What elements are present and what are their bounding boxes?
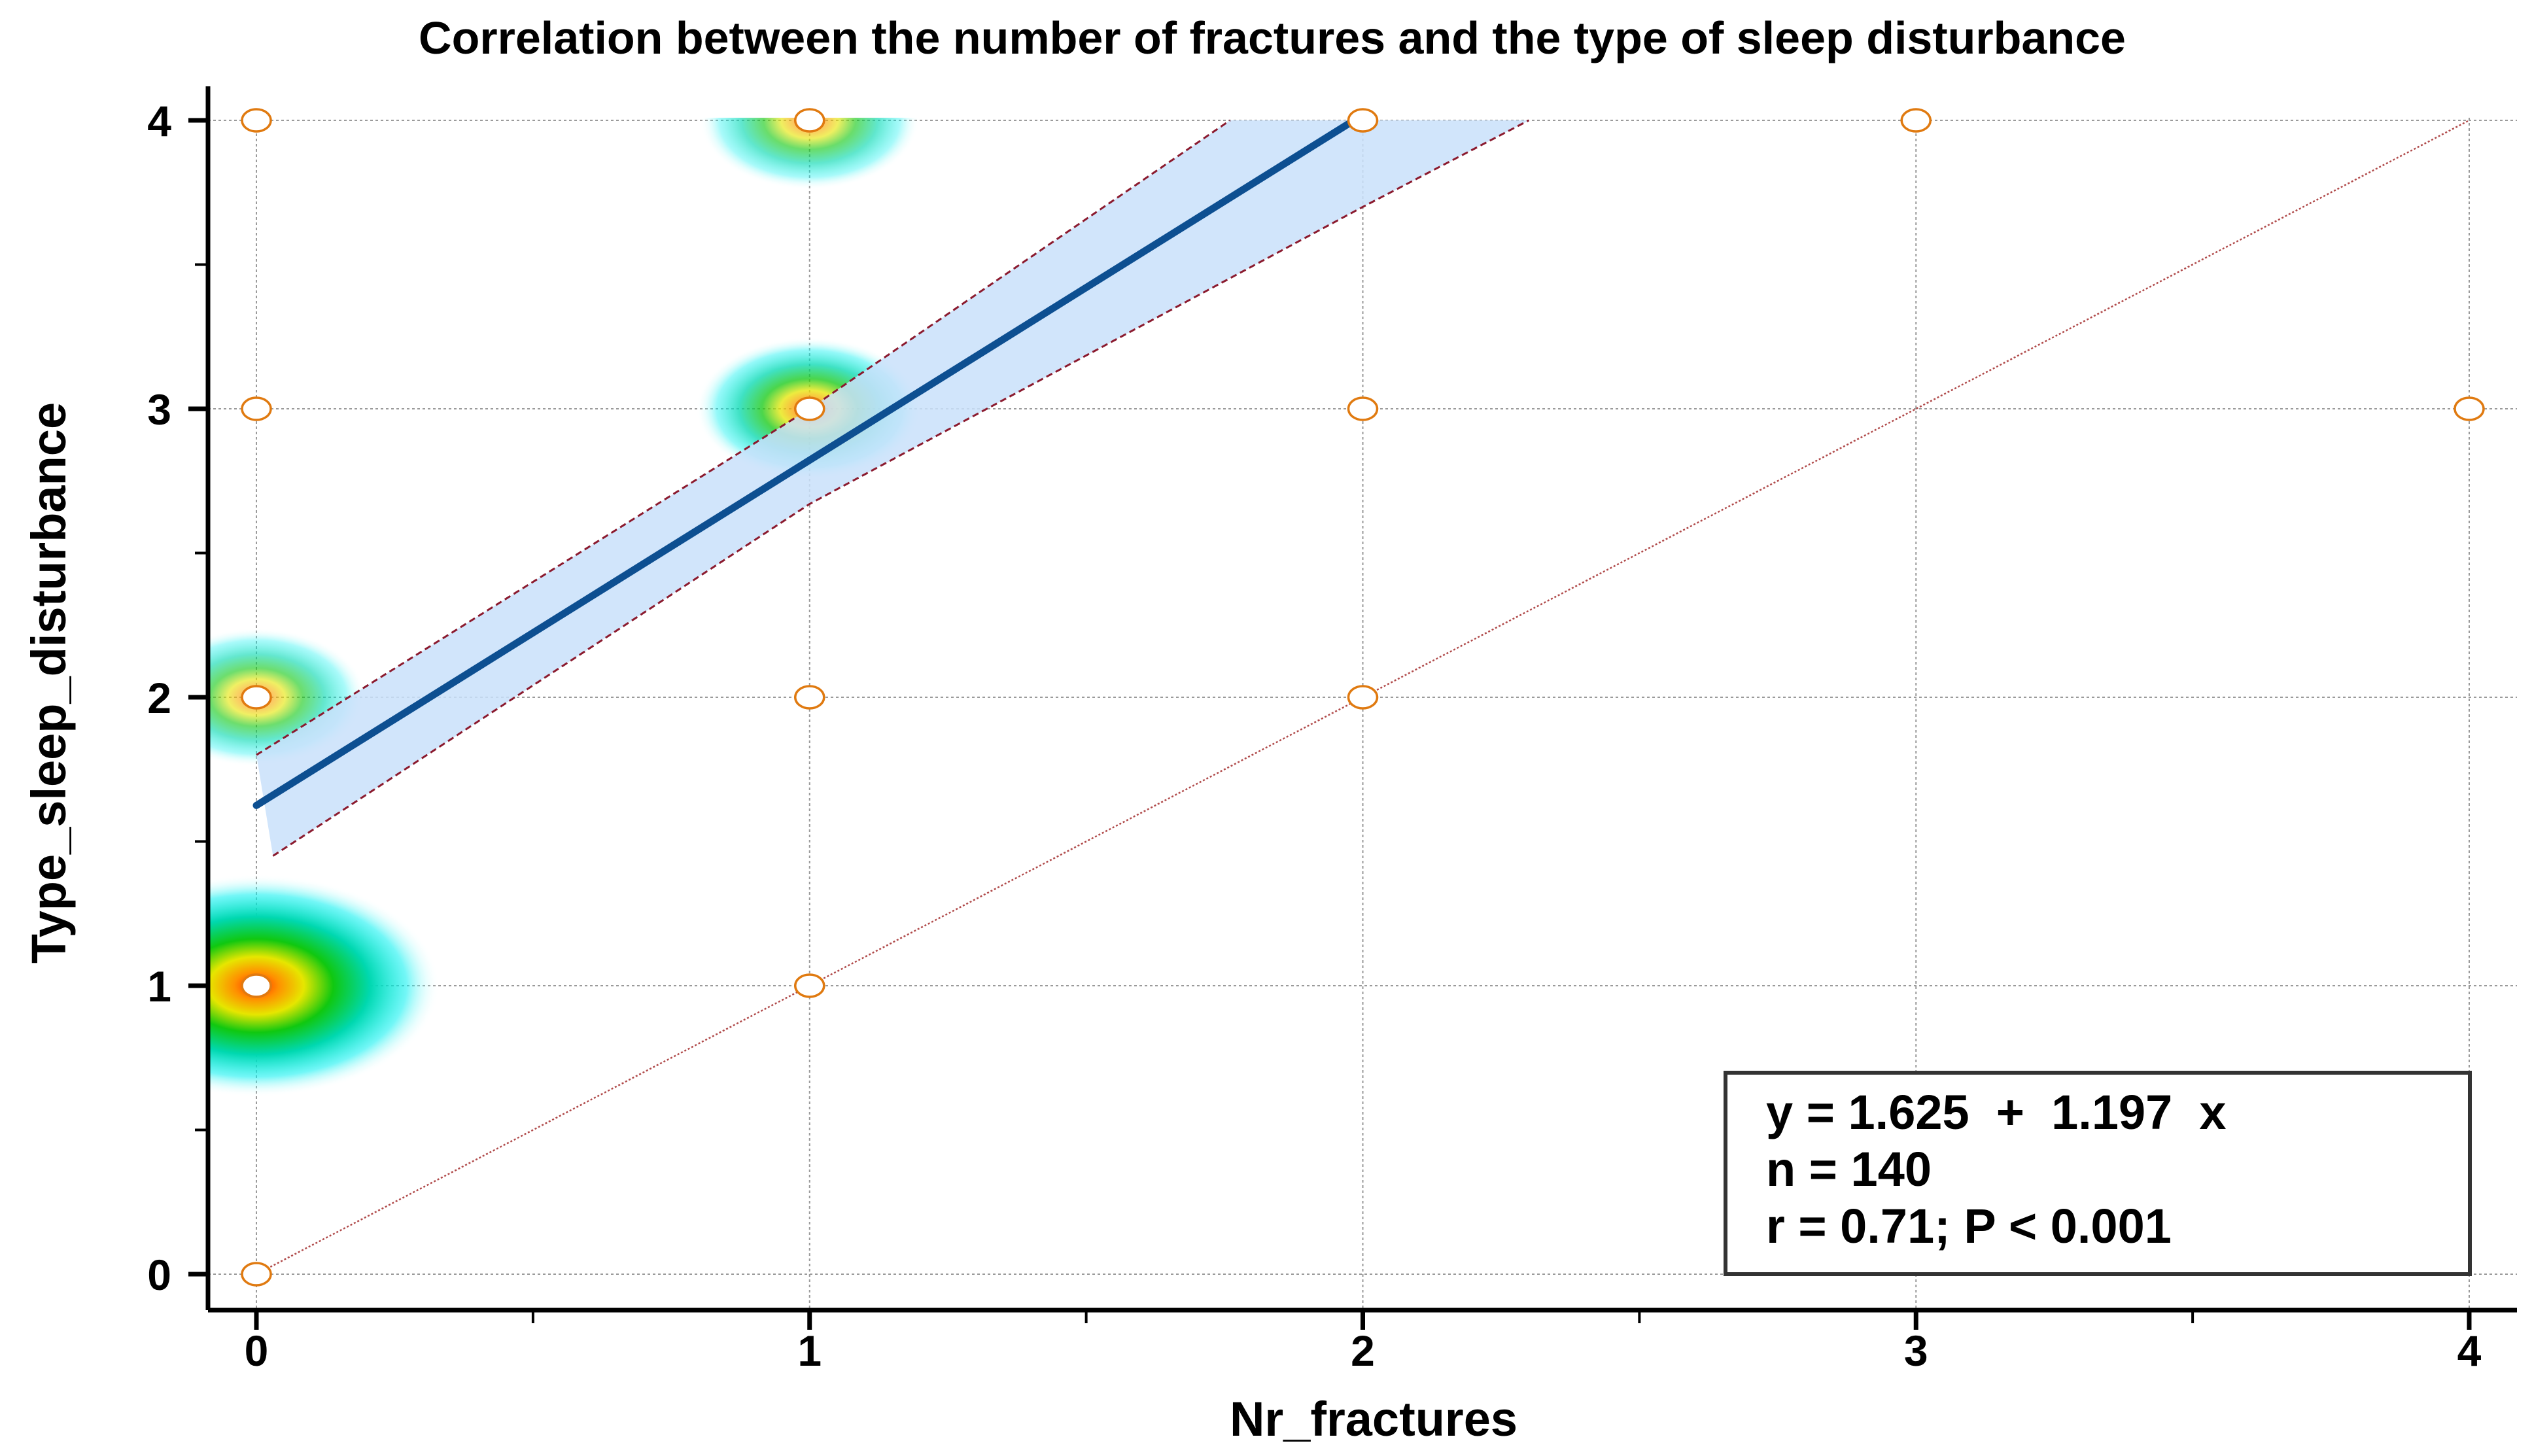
- stats-box-frame: [1724, 1071, 2472, 1276]
- stats-r: r = 0.71; P < 0.001: [1766, 1199, 2172, 1253]
- density-blob: [699, 118, 920, 190]
- data-point: [1900, 108, 1932, 133]
- x-tick-label: 4: [2457, 1326, 2482, 1375]
- data-point: [241, 685, 272, 710]
- regression-line: [252, 118, 1356, 809]
- data-point: [241, 396, 272, 421]
- x-tick-label: 1: [797, 1326, 822, 1375]
- stats-box: y = 1.625 + 1.197 x n = 140 r = 0.71; P …: [1724, 1071, 2472, 1276]
- data-point: [1347, 396, 1379, 421]
- data-point: [241, 108, 272, 133]
- x-tick-label: 0: [245, 1326, 269, 1375]
- y-axis-label: Type_sleep_disturbance: [22, 402, 76, 963]
- data-point: [241, 973, 272, 998]
- data-point: [794, 396, 825, 421]
- lines-layer: [252, 118, 2470, 1275]
- y-tick-label: 1: [147, 962, 171, 1011]
- x-axis-label: Nr_fractures: [1230, 1392, 1517, 1446]
- data-point: [1347, 108, 1379, 133]
- y-tick-label: 2: [147, 674, 171, 722]
- data-point: [794, 973, 825, 998]
- confidence-band: [256, 120, 1529, 856]
- x-tick-label: 2: [1351, 1326, 1375, 1375]
- points-layer: [241, 108, 2485, 1287]
- y-tick-label: 3: [147, 385, 171, 434]
- chart-title: Correlation between the number of fractu…: [419, 12, 2126, 63]
- stats-equation: y = 1.625 + 1.197 x: [1766, 1085, 2227, 1139]
- density-layer: [208, 118, 924, 1097]
- data-point: [794, 685, 825, 710]
- confidence-lower-line: [272, 119, 1529, 857]
- data-point: [241, 1262, 272, 1287]
- x-tick-label: 3: [1904, 1326, 1928, 1375]
- axes-layer: [188, 86, 2517, 1330]
- tick-labels: 0 1 2 3 4 0 1 2 3 4: [147, 97, 2481, 1375]
- density-blob: [208, 875, 440, 1097]
- data-point: [1347, 685, 1379, 710]
- y-tick-label: 0: [147, 1251, 171, 1299]
- confidence-band-layer: [256, 119, 1529, 857]
- stats-n: n = 140: [1766, 1142, 1932, 1196]
- data-point: [794, 108, 825, 133]
- y-tick-label: 4: [147, 97, 171, 145]
- data-point: [2454, 396, 2485, 421]
